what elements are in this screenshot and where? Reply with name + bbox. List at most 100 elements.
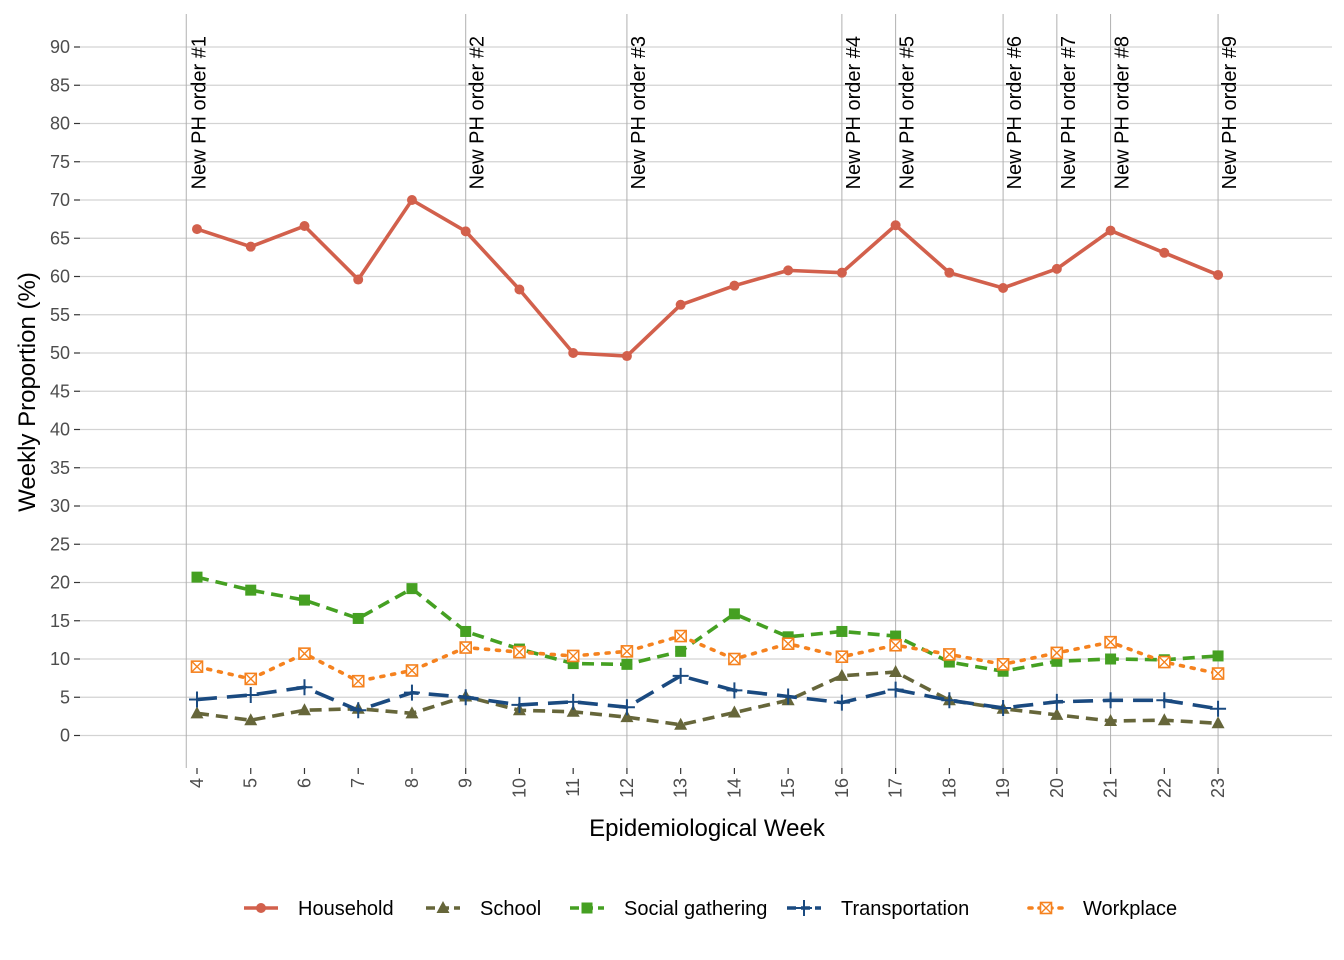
data-point-household bbox=[1213, 269, 1224, 280]
data-point-household bbox=[621, 351, 632, 362]
legend-marker-workplace bbox=[1039, 901, 1053, 915]
data-point-social-gathering bbox=[298, 594, 310, 606]
data-point-household bbox=[783, 265, 794, 276]
annotation-label: New PH order #4 bbox=[843, 36, 865, 189]
y-tick-label: 25 bbox=[50, 534, 70, 554]
y-tick-label: 75 bbox=[50, 152, 70, 172]
data-point-transportation bbox=[780, 688, 797, 705]
data-point-school bbox=[297, 703, 311, 716]
y-tick-label: 5 bbox=[60, 687, 70, 707]
data-point-workplace bbox=[674, 629, 687, 643]
series-social-gathering bbox=[191, 571, 1224, 677]
data-point-transportation bbox=[1048, 693, 1065, 710]
legend-marker-school bbox=[436, 901, 450, 913]
annotation-label: New PH order #5 bbox=[897, 36, 919, 189]
data-point-school bbox=[405, 706, 419, 719]
series-school bbox=[190, 665, 1225, 730]
legend-item-transportation: Transportation bbox=[787, 898, 969, 920]
data-point-workplace bbox=[1104, 635, 1117, 649]
data-point-household bbox=[245, 241, 256, 252]
data-point-social-gathering bbox=[406, 583, 418, 595]
annotation-lines bbox=[185, 14, 1219, 768]
data-point-workplace bbox=[566, 649, 580, 663]
x-axis: 4 5 6 7 8 9 10 11 12 13 14 15 16 17 18 19 20 21 22 23 bbox=[187, 768, 1228, 798]
data-point-household bbox=[1159, 247, 1170, 258]
data-point-workplace bbox=[728, 652, 741, 666]
data-point-household bbox=[729, 280, 740, 291]
annotation-label: New PH order #3 bbox=[628, 36, 650, 189]
data-point-social-gathering bbox=[621, 658, 633, 670]
data-point-school bbox=[620, 710, 634, 723]
y-axis-title: Weekly Proportion (%) bbox=[14, 272, 41, 512]
data-point-social-gathering bbox=[997, 665, 1009, 677]
y-tick-label: 15 bbox=[50, 611, 70, 631]
data-point-household bbox=[998, 282, 1009, 293]
data-point-transportation bbox=[995, 699, 1012, 716]
data-point-household bbox=[1105, 225, 1116, 236]
data-point-household bbox=[675, 299, 686, 310]
data-point-household bbox=[460, 226, 471, 237]
series-line-transportation bbox=[196, 674, 1219, 713]
legend-label-school: School bbox=[480, 898, 541, 920]
data-point-social-gathering bbox=[675, 645, 687, 657]
data-point-workplace bbox=[1211, 667, 1225, 680]
data-point-workplace bbox=[835, 650, 849, 664]
x-tick-label: 20 bbox=[1047, 778, 1067, 798]
data-point-workplace bbox=[781, 637, 795, 651]
data-point-social-gathering bbox=[1105, 653, 1117, 665]
legend-item-school: School bbox=[426, 898, 541, 920]
y-tick-label: 85 bbox=[50, 75, 70, 95]
data-point-transportation bbox=[189, 691, 205, 708]
data-point-workplace bbox=[405, 664, 419, 677]
data-point-social-gathering bbox=[1212, 650, 1224, 662]
x-tick-label: 11 bbox=[563, 778, 583, 797]
data-point-school bbox=[835, 668, 849, 681]
x-axis-title: Epidemiological Week bbox=[589, 815, 826, 842]
data-point-transportation bbox=[1210, 700, 1227, 717]
data-point-social-gathering bbox=[1051, 655, 1063, 667]
data-point-transportation bbox=[296, 679, 313, 696]
data-point-transportation bbox=[833, 694, 850, 711]
data-point-transportation bbox=[726, 682, 743, 699]
data-point-social-gathering bbox=[782, 631, 794, 643]
grid bbox=[80, 46, 1332, 737]
data-point-household bbox=[406, 195, 417, 205]
data-point-workplace bbox=[1050, 646, 1064, 660]
data-point-social-gathering bbox=[352, 612, 364, 624]
data-point-household bbox=[353, 274, 364, 285]
data-point-workplace bbox=[889, 638, 902, 652]
data-point-transportation bbox=[941, 692, 958, 709]
legend-item-workplace: Workplace bbox=[1027, 898, 1177, 920]
y-tick-label: 80 bbox=[50, 114, 70, 134]
data-point-household bbox=[299, 221, 310, 232]
y-tick-label: 0 bbox=[60, 726, 70, 746]
data-point-transportation bbox=[242, 686, 259, 703]
x-tick-label: 14 bbox=[724, 778, 744, 798]
legend-item-household: Household bbox=[244, 898, 394, 920]
data-point-transportation bbox=[672, 667, 689, 684]
y-tick-label: 35 bbox=[50, 458, 70, 478]
data-point-school bbox=[1211, 716, 1225, 729]
series-household bbox=[192, 195, 1224, 362]
y-tick-label: 50 bbox=[50, 343, 70, 363]
x-tick-label: 15 bbox=[778, 778, 798, 798]
annotation-label: New PH order #8 bbox=[1112, 36, 1134, 189]
data-point-workplace bbox=[1158, 655, 1171, 669]
data-point-workplace bbox=[298, 647, 311, 660]
legend-marker-transportation bbox=[796, 900, 812, 916]
data-point-social-gathering bbox=[943, 656, 955, 668]
series-workplace bbox=[190, 629, 1225, 688]
data-point-transportation bbox=[887, 681, 904, 698]
data-point-transportation bbox=[403, 684, 420, 701]
series-line-household bbox=[196, 198, 1219, 358]
x-tick-label: 12 bbox=[617, 778, 637, 798]
x-tick-label: 23 bbox=[1208, 778, 1228, 798]
data-point-transportation bbox=[511, 696, 528, 713]
data-point-transportation bbox=[1156, 692, 1173, 709]
x-tick-label: 5 bbox=[241, 778, 261, 788]
legend-label-workplace: Workplace bbox=[1083, 898, 1177, 920]
annotation-label: New PH order #7 bbox=[1058, 36, 1080, 189]
data-point-school bbox=[674, 717, 688, 730]
series-group bbox=[189, 195, 1227, 730]
y-axis: 0 5 10 15 20 25 30 35 40 45 50 55 60 65 70 75 80 85 90 bbox=[50, 37, 80, 746]
